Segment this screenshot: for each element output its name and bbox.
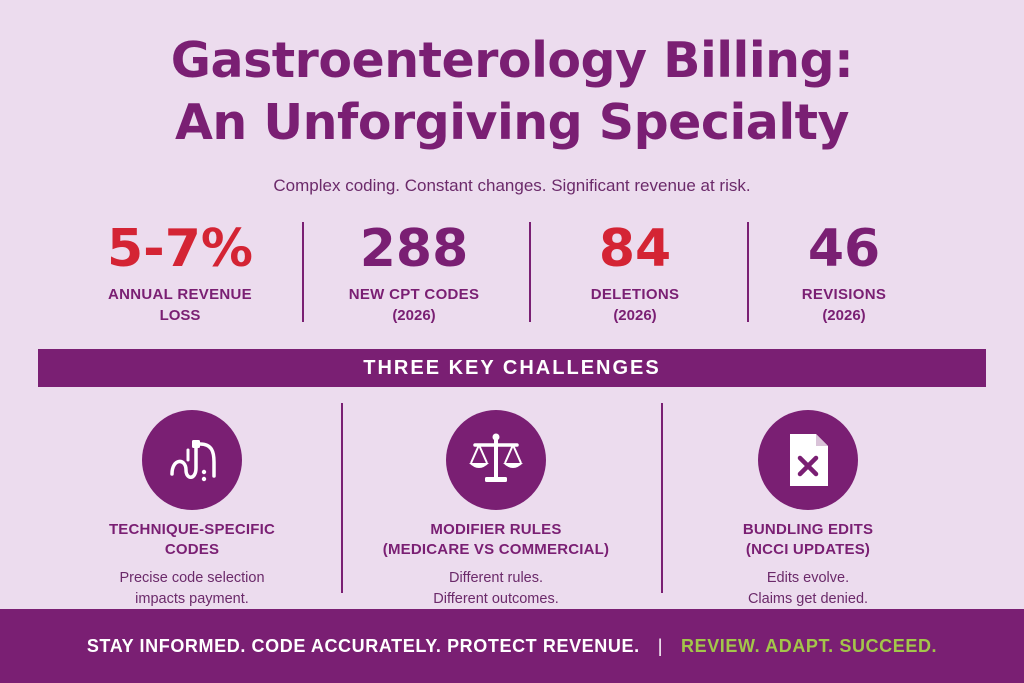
challenge-desc-line-1: Precise code selection <box>119 570 265 586</box>
challenge-technique-specific: TECHNIQUE-SPECIFIC CODES Precise code se… <box>72 410 312 610</box>
stat-label: REVISIONS <box>801 286 887 303</box>
challenge-title-line-2: CODES <box>164 541 220 558</box>
footer-separator: | <box>657 635 663 656</box>
stat-deletions: 84 DELETIONS (2026) <box>535 214 735 326</box>
challenge-title: TECHNIQUE-SPECIFIC CODES <box>72 520 312 560</box>
title-line-1: Gastroenterology Billing: <box>170 32 854 89</box>
challenge-title-line-1: MODIFIER RULES <box>430 521 562 538</box>
challenge-icon-circle <box>142 410 242 510</box>
challenge-desc-line-2: impacts payment. <box>135 591 249 607</box>
section-banner: THREE KEY CHALLENGES <box>38 349 986 387</box>
stat-new-cpt-codes: 288 NEW CPT CODES (2026) <box>314 214 514 326</box>
challenge-desc-line-2: Different outcomes. <box>433 591 559 607</box>
stat-label: NEW CPT CODES <box>348 286 480 303</box>
challenge-modifier-rules: MODIFIER RULES (MEDICARE VS COMMERCIAL) … <box>376 410 616 610</box>
challenge-divider <box>661 403 663 593</box>
challenge-icon-circle <box>758 410 858 510</box>
challenge-description: Precise code selection impacts payment. <box>72 568 312 610</box>
challenge-bundling-edits: BUNDLING EDITS (NCCI UPDATES) Edits evol… <box>688 410 928 610</box>
endoscope-icon <box>170 440 216 482</box>
stat-sublabel: LOSS <box>159 307 201 324</box>
stat-label: DELETIONS <box>590 286 680 303</box>
title-line-2: An Unforgiving Specialty <box>175 94 849 151</box>
page-subtitle: Complex coding. Constant changes. Signif… <box>273 176 751 195</box>
footer-tagline: STAY INFORMED. CODE ACCURATELY. PROTECT … <box>86 635 640 656</box>
challenge-title-line-1: TECHNIQUE-SPECIFIC <box>108 521 276 538</box>
document-x-icon <box>790 434 828 486</box>
footer-motto: REVIEW. ADAPT. SUCCEED. <box>680 635 938 656</box>
challenge-title-line-1: BUNDLING EDITS <box>742 521 874 538</box>
stat-divider <box>747 222 749 322</box>
challenge-icon-circle <box>446 410 546 510</box>
stat-sublabel: (2026) <box>613 307 657 324</box>
challenge-description: Different rules. Different outcomes. <box>376 568 616 610</box>
stat-sublabel: (2026) <box>392 307 436 324</box>
stat-annual-revenue-loss: 5-7% ANNUAL REVENUE LOSS <box>80 214 280 326</box>
stat-value: 5-7% <box>106 219 254 279</box>
challenge-divider <box>341 403 343 593</box>
scales-icon <box>469 433 523 482</box>
challenge-description: Edits evolve. Claims get denied. <box>688 568 928 610</box>
challenge-desc-line-2: Claims get denied. <box>747 591 869 607</box>
challenge-title-line-2: (MEDICARE VS COMMERCIAL) <box>382 541 610 558</box>
stat-divider <box>302 222 304 322</box>
stat-value: 46 <box>807 219 881 279</box>
stat-value: 84 <box>598 219 672 279</box>
stat-divider <box>529 222 531 322</box>
stat-sublabel: (2026) <box>822 307 866 324</box>
stat-value: 288 <box>359 219 469 279</box>
footer-banner: STAY INFORMED. CODE ACCURATELY. PROTECT … <box>0 609 1024 683</box>
challenge-title-line-2: (NCCI UPDATES) <box>745 541 871 558</box>
challenge-desc-line-1: Different rules. <box>448 570 544 586</box>
challenge-title: MODIFIER RULES (MEDICARE VS COMMERCIAL) <box>376 520 616 560</box>
stat-revisions: 46 REVISIONS (2026) <box>744 214 944 326</box>
challenge-desc-line-1: Edits evolve. <box>766 570 850 586</box>
stats-row: 5-7% ANNUAL REVENUE LOSS 288 NEW CPT COD… <box>80 214 956 326</box>
page-title: Gastroenterology Billing: An Unforgiving… <box>0 30 1024 154</box>
challenge-title: BUNDLING EDITS (NCCI UPDATES) <box>688 520 928 560</box>
stat-label: ANNUAL REVENUE <box>108 286 252 303</box>
